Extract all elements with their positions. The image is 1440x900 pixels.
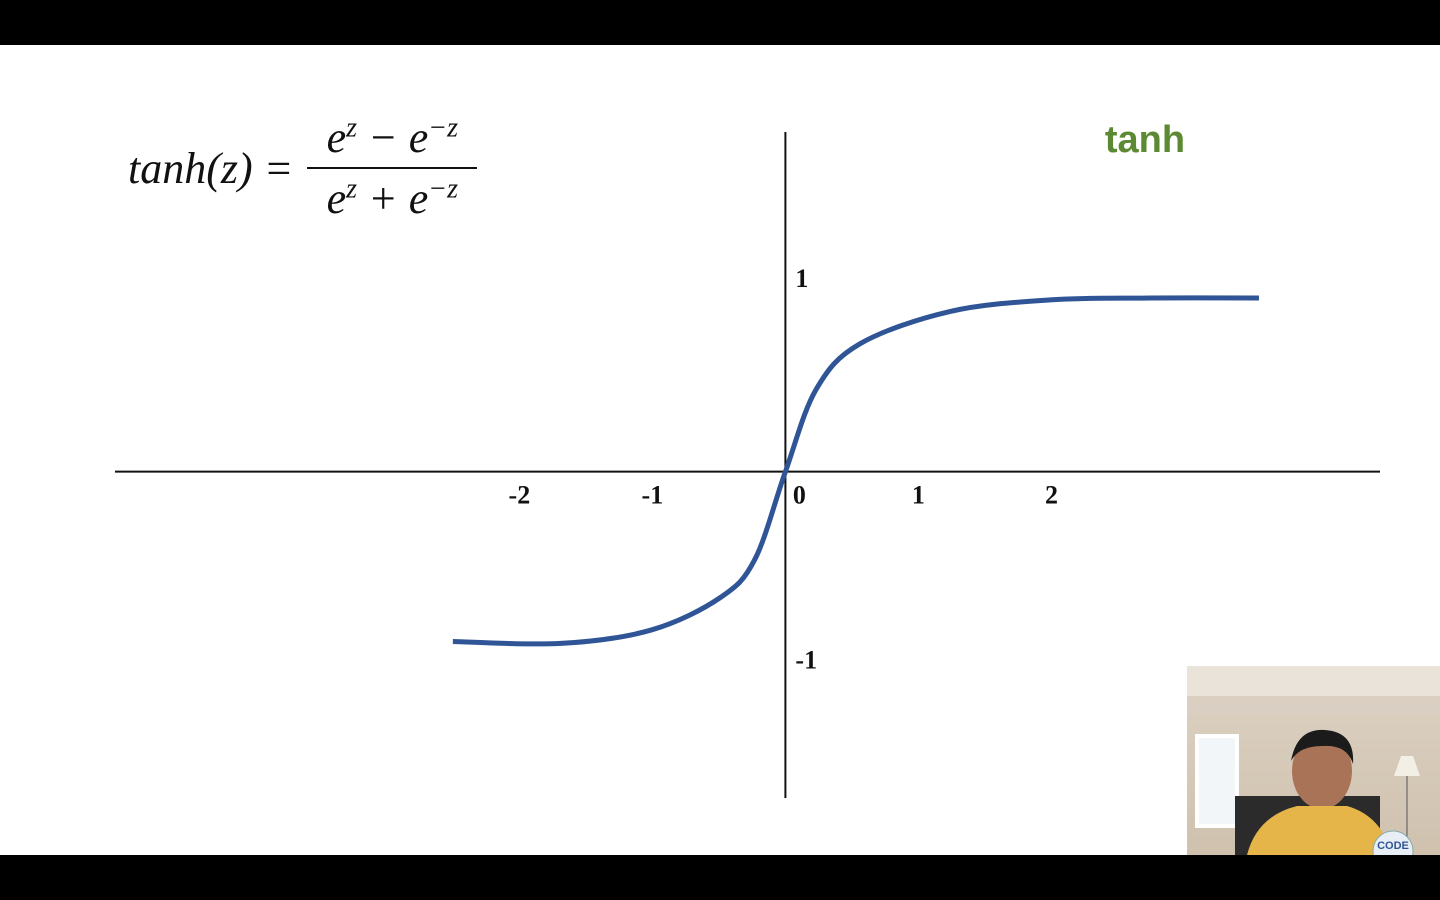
term: e xyxy=(326,113,347,162)
term: − e xyxy=(357,113,429,162)
logo: CODE xyxy=(1372,830,1414,855)
formula-lhs: tanh(z) = xyxy=(128,143,294,193)
denominator: ez + e−z xyxy=(327,173,458,224)
logo-text: CODE xyxy=(1377,840,1409,852)
x-tick-label: -2 xyxy=(509,481,531,510)
exponent: z xyxy=(346,112,358,144)
webcam-scene xyxy=(1187,666,1440,855)
exponent: −z xyxy=(428,112,459,144)
y-tick-label: -1 xyxy=(795,645,817,674)
fraction: ez − e−z ez + e−z xyxy=(307,112,478,224)
formula: tanh(z) = ez − e−z ez + e−z xyxy=(128,112,478,224)
y-tick-label: 1 xyxy=(795,264,808,293)
chart-title: tanh xyxy=(1105,119,1185,161)
tanh-curve xyxy=(452,295,1259,647)
term: e xyxy=(326,174,347,223)
x-tick-label: -1 xyxy=(642,481,664,510)
exponent: z xyxy=(346,173,358,205)
numerator: ez − e−z xyxy=(327,112,458,163)
x-tick-label: 2 xyxy=(1045,481,1058,510)
x-tick-label: 1 xyxy=(912,481,925,510)
fraction-bar xyxy=(307,167,478,169)
x-tick-label: 0 xyxy=(793,481,806,510)
term: + e xyxy=(357,174,429,223)
webcam-overlay: CODE xyxy=(1187,666,1440,855)
exponent: −z xyxy=(428,173,459,205)
